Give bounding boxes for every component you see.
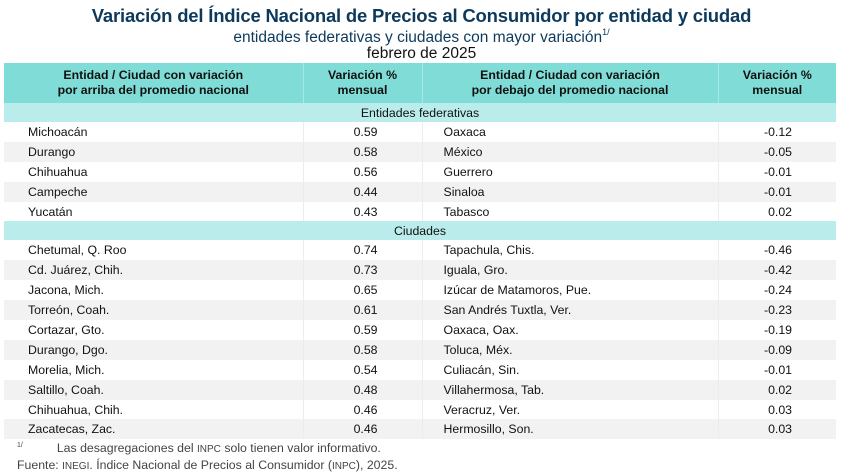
below-name-cell: Tapachula, Chis. — [422, 240, 719, 261]
below-value-cell: 0.02 — [718, 201, 836, 222]
below-name-cell: Villahermosa, Tab. — [422, 379, 719, 400]
above-name-cell: Campeche — [4, 181, 304, 202]
subtitle-text: entidades federativas y ciudades con may… — [233, 29, 603, 46]
below-name-cell: Oaxaca, Oax. — [422, 320, 719, 340]
inpc-variation-table: Entidad / Ciudad con variación por arriba… — [4, 63, 836, 440]
page-subtitle: entidades federativas y ciudades con may… — [0, 27, 843, 47]
above-value-cell: 0.58 — [303, 141, 423, 162]
table-row: Chihuahua, Chih. 0.46 Veracruz, Ver. 0.03 — [4, 399, 836, 420]
section-header-row: Entidades federativas — [4, 103, 836, 122]
above-name-cell: Michoacán — [4, 122, 304, 142]
below-name-cell: Hermosillo, Son. — [422, 419, 719, 440]
below-name-cell: Culiacán, Sin. — [422, 359, 719, 380]
below-value-cell: -0.24 — [718, 280, 836, 301]
above-value-cell: 0.74 — [303, 240, 423, 261]
above-value-cell: 0.48 — [303, 379, 423, 400]
above-name-cell: Yucatán — [4, 201, 304, 222]
above-name-cell: Morelia, Mich. — [4, 359, 304, 380]
below-value-cell: -0.46 — [718, 240, 836, 261]
section-label: Ciudades — [4, 221, 836, 241]
above-name-cell: Durango — [4, 141, 304, 162]
section-header-row: Ciudades — [4, 221, 836, 241]
above-value-cell: 0.54 — [303, 359, 423, 380]
table-row: Jacona, Mich. 0.65 Izúcar de Matamoros, Pu… — [4, 280, 836, 301]
below-name-cell: Toluca, Méx. — [422, 339, 719, 360]
below-value-cell: 0.03 — [718, 419, 836, 440]
above-value-cell: 0.56 — [303, 161, 423, 182]
below-value-cell: -0.01 — [718, 359, 836, 380]
above-value-cell: 0.61 — [303, 300, 423, 321]
below-name-cell: Guerrero — [422, 161, 719, 182]
source-note: Fuente: INEGI. Índice Nacional de Precio… — [17, 458, 398, 472]
above-name-cell: Cd. Juárez, Chih. — [4, 260, 304, 281]
header-above-variation: Variación % mensual — [303, 63, 423, 103]
above-name-cell: Cortazar, Gto. — [4, 320, 304, 340]
page-title: Variación del Índice Nacional de Precios… — [91, 5, 752, 26]
footnote: 1/Las desagregaciones del INPC solo tien… — [17, 441, 381, 455]
below-name-cell: Sinaloa — [422, 181, 719, 202]
section-label: Entidades federativas — [4, 103, 836, 122]
below-name-cell: Iguala, Gro. — [422, 260, 719, 281]
below-value-cell: -0.12 — [718, 122, 836, 142]
above-name-cell: Torreón, Coah. — [4, 300, 304, 321]
header-below-variation: Variación % mensual — [718, 63, 836, 103]
above-value-cell: 0.59 — [303, 122, 423, 142]
header-above-average: Entidad / Ciudad con variación por arriba… — [4, 63, 304, 103]
table-row: Zacatecas, Zac. 0.46 Hermosillo, Son. 0.03 — [4, 419, 836, 440]
table-row: Saltillo, Coah. 0.48 Villahermosa, Tab. 0.0… — [4, 379, 836, 400]
table-row: Morelia, Mich. 0.54 Culiacán, Sin. -0.01 — [4, 359, 836, 380]
above-value-cell: 0.59 — [303, 320, 423, 340]
table-row: Cd. Juárez, Chih. 0.73 Iguala, Gro. -0.42 — [4, 260, 836, 281]
below-value-cell: -0.01 — [718, 181, 836, 202]
below-name-cell: Oaxaca — [422, 122, 719, 142]
above-value-cell: 0.44 — [303, 181, 423, 202]
period-label: febrero de 2025 — [366, 45, 477, 62]
above-name-cell: Saltillo, Coah. — [4, 379, 304, 400]
table-row: Cortazar, Gto. 0.59 Oaxaca, Oax. -0.19 — [4, 320, 836, 340]
below-value-cell: 0.02 — [718, 379, 836, 400]
table-header-row: Entidad / Ciudad con variación por arriba… — [4, 63, 836, 103]
below-value-cell: -0.42 — [718, 260, 836, 281]
table-row: Yucatán 0.43 Tabasco 0.02 — [4, 201, 836, 222]
below-value-cell: -0.23 — [718, 300, 836, 321]
below-name-cell: México — [422, 141, 719, 162]
table-row: Durango, Dgo. 0.58 Toluca, Méx. -0.09 — [4, 339, 836, 360]
above-name-cell: Durango, Dgo. — [4, 339, 304, 360]
above-value-cell: 0.46 — [303, 419, 423, 440]
below-name-cell: San Andrés Tuxtla, Ver. — [422, 300, 719, 321]
below-value-cell: -0.05 — [718, 141, 836, 162]
above-value-cell: 0.46 — [303, 399, 423, 420]
above-name-cell: Chihuahua — [4, 161, 304, 182]
footnote-marker: 1/ — [17, 442, 23, 449]
below-value-cell: -0.01 — [718, 161, 836, 182]
above-value-cell: 0.43 — [303, 201, 423, 222]
above-name-cell: Zacatecas, Zac. — [4, 419, 304, 440]
above-name-cell: Chetumal, Q. Roo — [4, 240, 304, 261]
above-name-cell: Jacona, Mich. — [4, 280, 304, 301]
above-name-cell: Chihuahua, Chih. — [4, 399, 304, 420]
table-row: Campeche 0.44 Sinaloa -0.01 — [4, 181, 836, 202]
below-value-cell: 0.03 — [718, 399, 836, 420]
table-row: Durango 0.58 México -0.05 — [4, 141, 836, 162]
above-value-cell: 0.58 — [303, 339, 423, 360]
table-row: Torreón, Coah. 0.61 San Andrés Tuxtla, Ver… — [4, 300, 836, 321]
below-name-cell: Izúcar de Matamoros, Pue. — [422, 280, 719, 301]
below-name-cell: Tabasco — [422, 201, 719, 222]
below-value-cell: -0.09 — [718, 339, 836, 360]
table-row: Michoacán 0.59 Oaxaca -0.12 — [4, 122, 836, 142]
below-value-cell: -0.19 — [718, 320, 836, 340]
above-value-cell: 0.65 — [303, 280, 423, 301]
below-name-cell: Veracruz, Ver. — [422, 399, 719, 420]
table-row: Chihuahua 0.56 Guerrero -0.01 — [4, 161, 836, 182]
subtitle-note-marker: 1/ — [602, 27, 610, 37]
table-row: Chetumal, Q. Roo 0.74 Tapachula, Chis. -0.4… — [4, 240, 836, 261]
header-below-average: Entidad / Ciudad con variación por debajo… — [422, 63, 719, 103]
above-value-cell: 0.73 — [303, 260, 423, 281]
